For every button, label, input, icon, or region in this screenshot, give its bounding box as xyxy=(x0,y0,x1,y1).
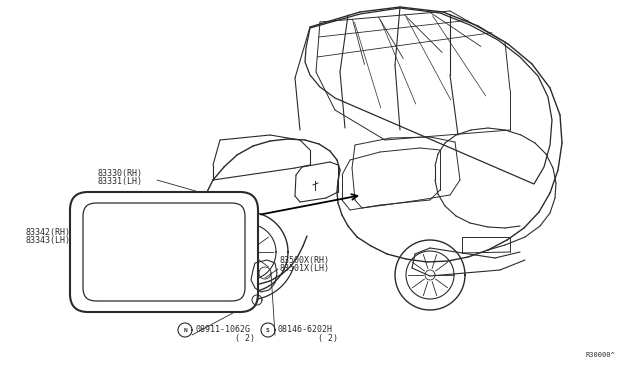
Text: 83330(RH): 83330(RH) xyxy=(97,169,142,178)
Text: ( 2): ( 2) xyxy=(235,334,255,343)
FancyBboxPatch shape xyxy=(70,192,258,312)
Text: 83343(LH): 83343(LH) xyxy=(25,236,70,245)
Text: S: S xyxy=(266,327,270,333)
Text: N: N xyxy=(183,327,187,333)
Text: 83501X(LH): 83501X(LH) xyxy=(280,264,330,273)
Text: 83342(RH): 83342(RH) xyxy=(25,228,70,237)
Text: 08911-1062G: 08911-1062G xyxy=(195,326,250,334)
Text: 83331(LH): 83331(LH) xyxy=(97,177,142,186)
Text: 08146-6202H: 08146-6202H xyxy=(278,326,333,334)
Text: ( 2): ( 2) xyxy=(318,334,338,343)
FancyBboxPatch shape xyxy=(83,203,245,301)
Text: 83500X(RH): 83500X(RH) xyxy=(280,256,330,265)
Text: R30000^: R30000^ xyxy=(585,352,615,358)
